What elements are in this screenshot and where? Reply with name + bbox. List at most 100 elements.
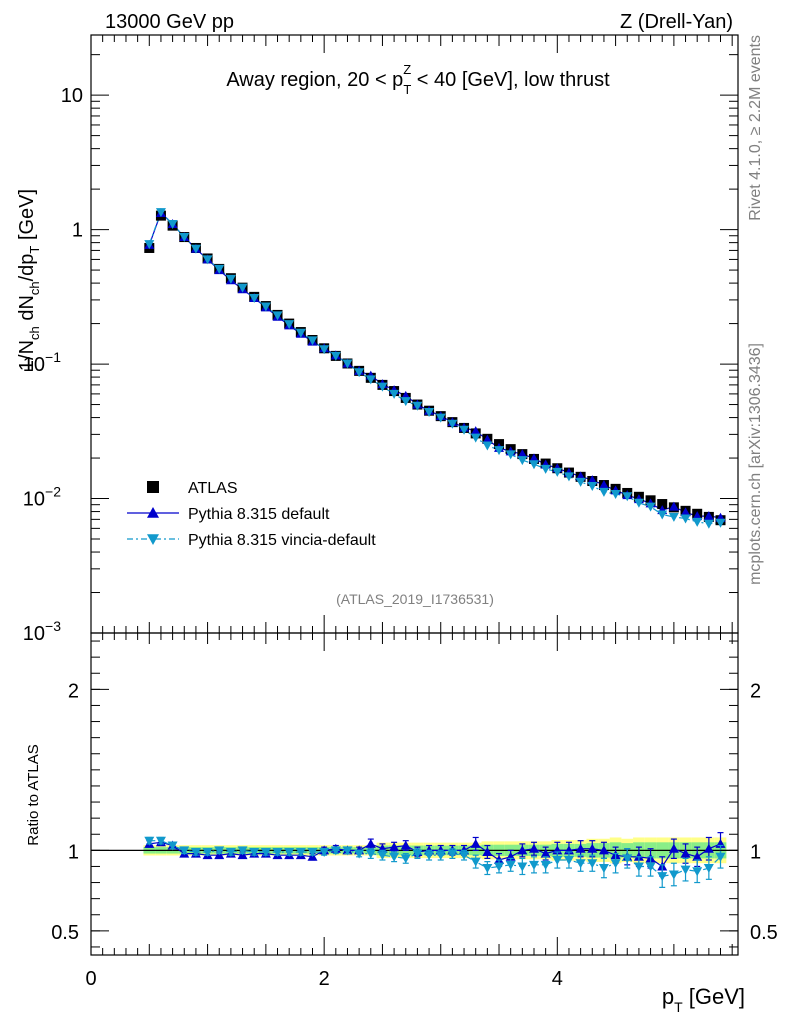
main-point-pythia-vincia [249, 293, 260, 303]
ratio-point-pythia-vincia [715, 852, 726, 862]
main-point-pythia-vincia [575, 477, 586, 487]
ratio-point-pythia-vincia [610, 859, 621, 869]
ratio-point-pythia-vincia [435, 851, 446, 861]
legend-marker [147, 507, 159, 518]
main-point-pythia-default [482, 434, 493, 444]
ratio-point-pythia-vincia [424, 851, 435, 861]
mcplots-source-label: mcplots.cern.ch [arXiv:1306.3436] [747, 343, 764, 585]
ratio-point-pythia-vincia [260, 847, 271, 857]
main-y-tick-label: 10−3 [23, 618, 61, 645]
main-point-pythia-vincia [470, 433, 481, 443]
ratio-point-pythia-default [389, 842, 400, 852]
main-point-pythia-vincia [435, 413, 446, 423]
main-point-pythia-default [587, 475, 598, 485]
ratio-point-pythia-default [400, 840, 411, 850]
main-point-pythia-vincia [190, 244, 201, 254]
main-point-pythia-vincia [715, 518, 726, 528]
main-point-pythia-vincia [225, 274, 236, 284]
ratio-point-pythia-vincia [412, 849, 423, 859]
ratio-point-pythia-default [692, 851, 703, 861]
main-point-pythia-vincia [494, 446, 505, 456]
ratio-point-pythia-vincia [494, 862, 505, 872]
ratio-point-pythia-vincia [202, 847, 213, 857]
main-point-pythia-vincia [155, 208, 166, 218]
ratio-point-pythia-vincia [517, 862, 528, 872]
ratio-point-pythia-vincia [668, 870, 679, 880]
main-point-pythia-vincia [342, 359, 353, 369]
ratio-point-pythia-default [703, 843, 714, 853]
ratio-point-pythia-vincia [459, 851, 470, 861]
ratio-point-pythia-vincia [225, 847, 236, 857]
ratio-point-pythia-default [482, 846, 493, 856]
ratio-point-pythia-vincia [552, 856, 563, 866]
ratio-point-pythia-vincia [342, 846, 353, 856]
main-point-pythia-vincia [703, 519, 714, 529]
main-point-pythia-default [703, 511, 714, 521]
main-y-tick-label: 1 [72, 220, 83, 242]
legend-marker [147, 481, 159, 493]
ratio-point-pythia-vincia [657, 872, 668, 882]
ratio-point-pythia-vincia [587, 859, 598, 869]
main-point-pythia-vincia [307, 336, 318, 346]
ratio-point-pythia-default [540, 848, 551, 858]
ratio-point-pythia-default [365, 838, 376, 848]
ratio-point-pythia-vincia [319, 847, 330, 857]
ratio-point-pythia-vincia [214, 846, 225, 856]
ratio-point-pythia-vincia [179, 846, 190, 856]
ratio-point-pythia-vincia [307, 847, 318, 857]
ratio-point-pythia-default [668, 843, 679, 853]
ratio-point-pythia-vincia [528, 860, 539, 870]
main-point-pythia-vincia [587, 481, 598, 491]
ratio-point-pythia-vincia [237, 846, 248, 856]
ratio-y-tick-label-right: 1 [750, 841, 761, 863]
process-label: Z (Drell-Yan) [620, 11, 733, 33]
ratio-point-pythia-vincia [155, 836, 166, 846]
analysis-id-label: (ATLAS_2019_I1736531) [336, 591, 494, 607]
ratio-point-pythia-vincia [354, 849, 365, 859]
ratio-y-tick-label-left: 1 [68, 841, 79, 863]
main-point-pythia-vincia [272, 311, 283, 321]
main-point-pythia-vincia [237, 283, 248, 293]
x-tick-label: 0 [85, 968, 96, 990]
main-point-pythia-vincia [295, 328, 306, 338]
ratio-point-pythia-default [517, 845, 528, 855]
ratio-point-pythia-vincia [645, 862, 656, 872]
main-series-line-pythia-vincia [148, 211, 721, 525]
main-point-pythia-vincia [610, 490, 621, 500]
main-point-pythia-vincia [447, 419, 458, 429]
x-tick-label: 2 [319, 968, 330, 990]
main-point-pythia-vincia [552, 467, 563, 477]
legend-marker [147, 534, 159, 545]
ratio-point-pythia-default [587, 843, 598, 853]
ratio-point-pythia-vincia [295, 847, 306, 857]
ratio-point-pythia-vincia [622, 854, 633, 864]
main-point-pythia-vincia [167, 220, 178, 230]
main-plot-title: Away region, 20 < pTZ < 40 [GeV], low th… [226, 62, 610, 97]
main-point-pythia-vincia [400, 397, 411, 407]
ratio-point-pythia-default [598, 845, 609, 855]
ratio-point-pythia-vincia [447, 849, 458, 859]
main-point-atlas [657, 499, 668, 510]
main-point-pythia-vincia [692, 517, 703, 527]
x-tick-label: 4 [552, 968, 563, 990]
main-y-tick-label: 10−2 [23, 484, 61, 511]
ratio-point-pythia-vincia [365, 849, 376, 859]
main-point-pythia-vincia [668, 512, 679, 522]
ratio-data-layer [91, 832, 738, 888]
main-point-pythia-vincia [505, 450, 516, 460]
ratio-point-pythia-vincia [470, 857, 481, 867]
ratio-point-pythia-vincia [249, 847, 260, 857]
main-point-pythia-vincia [284, 320, 295, 330]
main-point-pythia-default [692, 511, 703, 521]
ratio-point-pythia-vincia [400, 854, 411, 864]
main-point-pythia-vincia [202, 255, 213, 265]
legend-label: Pythia 8.315 default [188, 506, 330, 523]
rivet-version-label: Rivet 4.1.0, ≥ 2.2M events [747, 35, 764, 221]
main-point-pythia-vincia [540, 464, 551, 474]
x-axis-label: pT [GeV] [662, 984, 745, 1015]
main-point-pythia-vincia [354, 368, 365, 378]
ratio-point-pythia-vincia [144, 836, 155, 846]
main-point-pythia-vincia [389, 389, 400, 399]
main-point-pythia-vincia [482, 441, 493, 451]
